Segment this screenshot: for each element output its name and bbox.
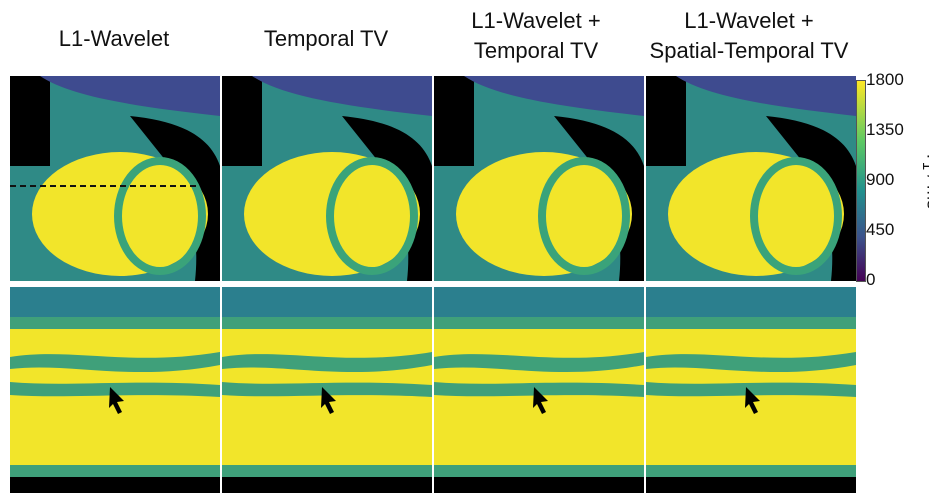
t1-map-image <box>10 76 220 281</box>
temporal-profile-panel-2 <box>222 287 432 493</box>
temporal-profile-image <box>222 287 432 493</box>
t1-map-panel-2 <box>222 76 432 281</box>
t1-map-image <box>646 76 856 281</box>
t1-map-image <box>434 76 644 281</box>
colorbar-tick-900: 900 <box>866 170 895 189</box>
arrow-cursor-icon <box>533 387 548 414</box>
temporal-profile-panel-3 <box>434 287 644 493</box>
t1-map-panel-1 <box>10 76 220 281</box>
colorbar-unit-label: T1 / ms <box>919 151 929 210</box>
t1-map-image <box>222 76 432 281</box>
temporal-profile-image <box>646 287 856 493</box>
title-l1-wavelet-temporal-tv: L1-Wavelet + Temporal TV <box>471 8 601 63</box>
arrow-cursor-icon <box>109 387 124 414</box>
title-temporal-tv: Temporal TV <box>263 26 389 51</box>
temporal-profile-image <box>10 287 220 493</box>
t1-map-panel-3 <box>434 76 644 281</box>
t1-colorbar <box>856 80 866 282</box>
colorbar-tick-1350: 1350 <box>866 120 904 139</box>
title-l1-wavelet: L1-Wavelet <box>58 26 170 51</box>
t1-map-panel-4 <box>646 76 856 281</box>
colorbar-tick-0: 0 <box>866 270 876 289</box>
temporal-profile-image <box>434 287 644 493</box>
temporal-profile-panel-4 <box>646 287 856 493</box>
temporal-profile-panel-1 <box>10 287 220 493</box>
title-l1-wavelet-spatial-temporal-tv: L1-Wavelet + Spatial-Temporal TV <box>649 8 849 63</box>
arrow-cursor-icon <box>321 387 336 414</box>
colorbar-tick-1800: 1800 <box>866 70 904 89</box>
arrow-cursor-icon <box>745 387 760 414</box>
colorbar-tick-450: 450 <box>866 220 895 239</box>
